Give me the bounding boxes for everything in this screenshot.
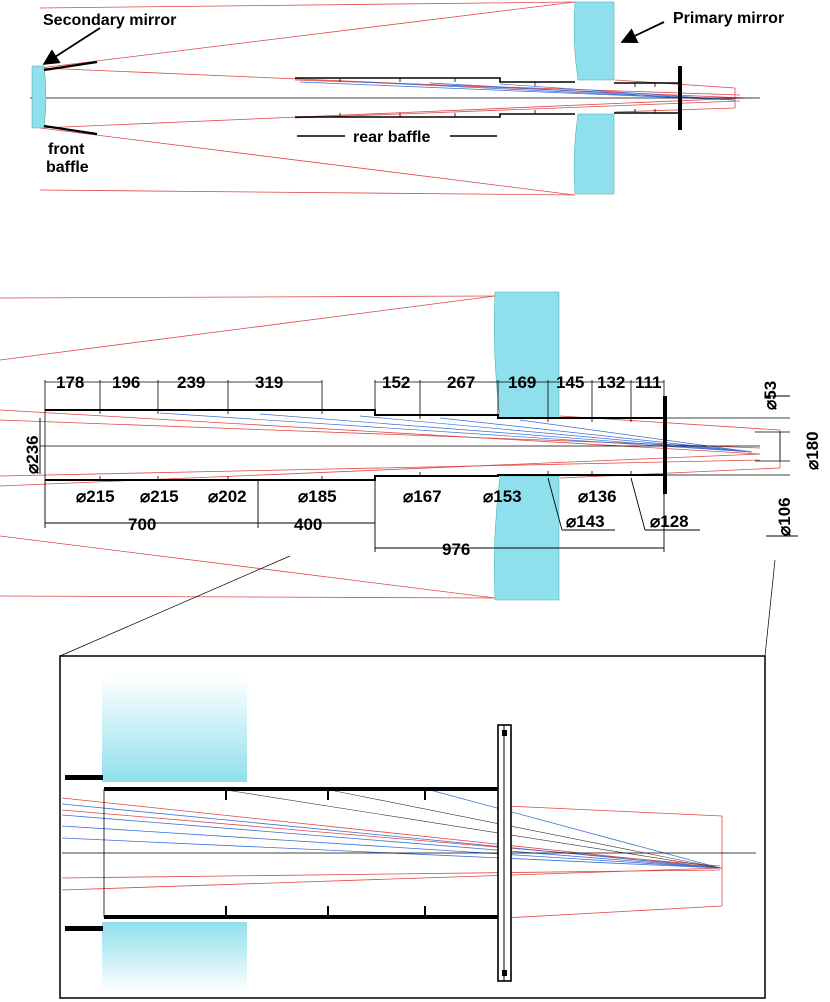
seg-label: 178 <box>56 373 84 392</box>
detail-panel <box>59 655 766 999</box>
seg-label: 319 <box>255 373 283 392</box>
segment-length-labels: 178 196 239 319 152 267 169 145 132 111 <box>56 373 662 392</box>
primary-mirror-label: Primary mirror <box>673 10 784 27</box>
seg-label: 267 <box>447 373 475 392</box>
diameter-label: ⌀215 <box>76 487 115 506</box>
primary-mirror-arrow <box>620 21 665 44</box>
overview-secondary-mirror <box>31 65 47 129</box>
detail-stub-upper <box>65 775 103 780</box>
detail-rays-red <box>61 797 723 919</box>
seg-label: 152 <box>382 373 410 392</box>
diameter-label: ⌀185 <box>298 487 337 506</box>
segment-dimension-ticks <box>44 380 665 480</box>
overall-dim-label: 976 <box>442 540 470 559</box>
overview-front-baffle-upper <box>43 60 98 72</box>
overview-rays-red <box>39 1 746 196</box>
diameter-leader-label: ⌀128 <box>650 512 689 531</box>
dim-focal-plate <box>663 396 667 494</box>
zoom-connector-right <box>764 559 776 657</box>
overview-rays-blue <box>299 81 736 101</box>
dim-rays-red <box>0 295 781 599</box>
rear-baffle-label: rear baffle <box>353 129 430 146</box>
overview-focal-plate <box>678 66 682 130</box>
overall-dim-label: 700 <box>128 515 156 534</box>
right-diameter-label: ⌀53 <box>761 381 780 410</box>
detail-mirror-upper <box>102 676 247 782</box>
seg-label: 145 <box>556 373 584 392</box>
overview-primary-mirror-upper <box>573 1 615 81</box>
seg-label: 169 <box>508 373 536 392</box>
tube-diameter-label: ⌀236 <box>23 435 42 474</box>
zoom-connector-left <box>59 555 291 657</box>
diameter-label: ⌀215 <box>140 487 179 506</box>
seg-label: 196 <box>112 373 140 392</box>
dim-primary-mirror-upper <box>493 291 560 419</box>
diameter-label: ⌀202 <box>208 487 247 506</box>
overview-front-baffle-lower <box>43 124 98 136</box>
secondary-mirror-arrow <box>42 27 101 65</box>
overview-primary-mirror-lower <box>573 113 615 195</box>
seg-label: 239 <box>177 373 205 392</box>
diameter-label: ⌀136 <box>578 487 617 506</box>
front-baffle-label-line2: baffle <box>46 159 89 176</box>
right-diameter-label: ⌀180 <box>803 431 822 470</box>
detail-stub-lower <box>65 926 103 931</box>
detail-mirror-lower <box>102 922 247 992</box>
detail-baffle-tube <box>103 787 502 919</box>
diameter-label: ⌀167 <box>403 487 442 506</box>
detail-rays-black <box>225 789 721 869</box>
dimensioned-panel: 178 196 239 319 152 267 169 145 132 111 … <box>0 291 822 601</box>
diameter-leader-label: ⌀143 <box>566 512 605 531</box>
secondary-mirror-label: Secondary mirror <box>43 12 176 29</box>
dim-primary-mirror-lower <box>493 475 560 601</box>
overall-dim-label: 400 <box>294 515 322 534</box>
dim-baffle-walls <box>44 409 790 481</box>
overall-dimension-lines <box>39 395 798 552</box>
seg-label: 132 <box>597 373 625 392</box>
detail-rays-blue <box>61 789 721 869</box>
lower-diameter-labels: ⌀215 ⌀215 ⌀202 ⌀185 ⌀167 ⌀153 ⌀136 <box>76 487 617 506</box>
overview-panel: Secondary mirror Primary mirror front ba… <box>30 1 784 196</box>
front-baffle-label-line1: front <box>48 141 85 158</box>
overview-rear-baffle <box>295 77 680 118</box>
diameter-label: ⌀153 <box>483 487 522 506</box>
seg-label: 111 <box>635 373 662 392</box>
right-diameter-label: ⌀106 <box>775 497 794 536</box>
